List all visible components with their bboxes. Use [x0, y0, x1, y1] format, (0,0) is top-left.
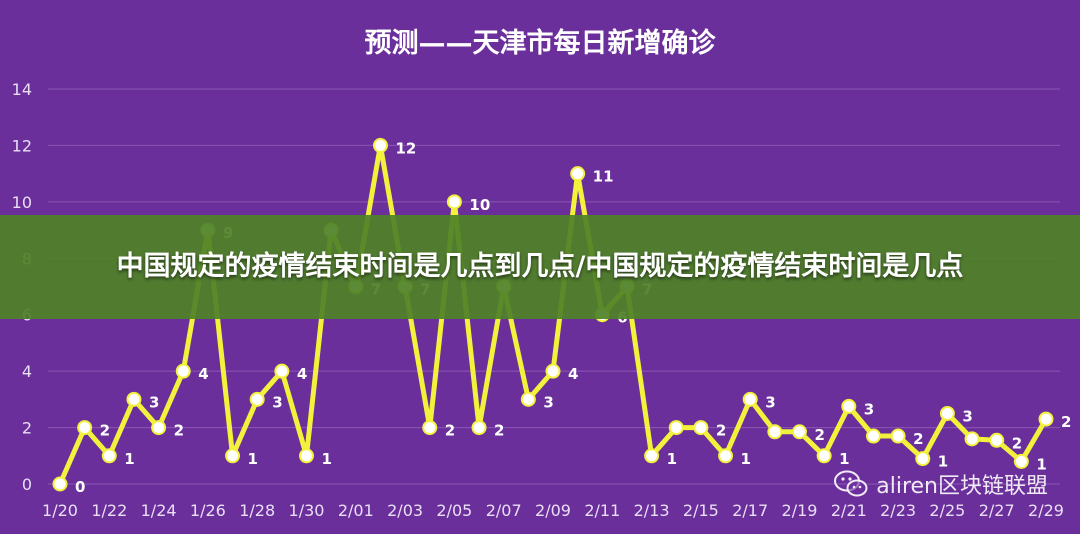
x-tick-label: 2/17	[732, 501, 768, 520]
data-label: 2	[100, 422, 110, 440]
x-tick-label: 2/09	[535, 501, 571, 520]
data-label: 3	[864, 400, 874, 418]
data-point	[939, 405, 955, 421]
data-point	[422, 420, 438, 436]
x-axis-ticks: 1/20 1/22 1/24 1/26 1/28 1/30 2/01 2/03 2/05 2/07…	[42, 501, 1064, 520]
data-label: 11	[593, 168, 614, 186]
data-point	[545, 363, 561, 379]
data-label: 4	[297, 365, 307, 383]
x-tick-label: 2/01	[338, 501, 374, 520]
x-tick-label: 2/21	[831, 501, 867, 520]
data-point	[742, 391, 758, 407]
data-point	[151, 420, 167, 436]
x-tick-label: 2/05	[436, 501, 472, 520]
data-point	[471, 420, 487, 436]
data-point	[644, 448, 660, 464]
data-point	[175, 363, 191, 379]
y-tick-label: 10	[12, 193, 32, 212]
data-point	[767, 424, 783, 440]
x-tick-label: 2/19	[782, 501, 818, 520]
data-label: 3	[272, 393, 282, 411]
data-label: 2	[913, 430, 923, 448]
data-point	[299, 448, 314, 464]
data-point	[520, 391, 536, 407]
data-point	[372, 137, 388, 153]
data-point	[249, 391, 265, 407]
data-label: 1	[124, 450, 134, 468]
watermark-text: aliren区块链联盟	[876, 474, 1048, 499]
data-label: 1	[1036, 455, 1046, 473]
data-label: 4	[198, 365, 208, 383]
y-tick-label: 12	[12, 136, 32, 155]
banner-text: 中国规定的疫情结束时间是几点到几点/中国规定的疫情结束时间是几点	[116, 251, 964, 282]
title-banner: 中国规定的疫情结束时间是几点到几点/中国规定的疫情结束时间是几点	[0, 215, 1080, 319]
data-label: 1	[322, 450, 332, 468]
data-point	[446, 194, 462, 210]
x-tick-label: 1/28	[239, 501, 275, 520]
data-point	[718, 448, 734, 464]
x-tick-label: 1/24	[141, 501, 177, 520]
y-tick-label: 2	[22, 419, 32, 438]
y-tick-label: 0	[22, 475, 32, 494]
data-label: 1	[938, 453, 948, 471]
data-point	[570, 166, 586, 182]
data-label: 2	[815, 426, 825, 444]
x-tick-label: 2/29	[1028, 501, 1064, 520]
data-point	[989, 432, 1005, 448]
x-tick-label: 2/07	[486, 501, 522, 520]
data-point	[225, 448, 241, 464]
watermark: aliren区块链联盟	[834, 468, 1048, 500]
data-label: 3	[543, 393, 553, 411]
x-tick-label: 2/27	[979, 501, 1015, 520]
y-tick-label: 14	[12, 80, 32, 99]
data-point	[915, 451, 931, 467]
data-point	[52, 476, 68, 492]
data-point	[964, 431, 980, 447]
x-tick-label: 2/11	[584, 501, 620, 520]
data-point	[668, 420, 684, 436]
data-point	[1013, 453, 1029, 469]
data-point	[126, 391, 142, 407]
x-tick-label: 1/20	[42, 501, 78, 520]
data-point	[890, 428, 906, 444]
data-label: 2	[716, 422, 726, 440]
x-tick-label: 2/13	[634, 501, 670, 520]
x-tick-label: 1/26	[190, 501, 226, 520]
data-label: 3	[765, 393, 775, 411]
data-label: 1	[667, 450, 677, 468]
data-label: 4	[568, 365, 578, 383]
data-label: 3	[149, 393, 159, 411]
data-label: 10	[469, 196, 490, 214]
data-label: 2	[1061, 413, 1071, 431]
data-label: 1	[741, 450, 751, 468]
x-tick-label: 2/15	[683, 501, 719, 520]
y-tick-label: 4	[22, 362, 32, 381]
data-label: 1	[839, 450, 849, 468]
data-point	[865, 428, 881, 444]
data-point	[792, 424, 807, 440]
data-point	[816, 448, 832, 464]
chart-title: 预测——天津市每日新增确诊	[365, 27, 717, 59]
x-tick-label: 2/03	[387, 501, 423, 520]
data-point	[1038, 411, 1054, 427]
data-label: 2	[445, 422, 455, 440]
data-point	[77, 420, 93, 436]
wechat-icon	[834, 470, 868, 498]
x-tick-label: 1/22	[91, 501, 127, 520]
data-label: 0	[75, 478, 85, 496]
data-point	[274, 363, 290, 379]
data-point	[101, 448, 117, 464]
data-point	[841, 398, 857, 414]
data-label: 12	[395, 139, 416, 157]
data-label: 2	[174, 422, 184, 440]
data-label: 1	[248, 450, 258, 468]
data-point	[693, 420, 709, 436]
x-tick-label: 1/30	[289, 501, 325, 520]
data-label: 2	[494, 422, 504, 440]
x-tick-label: 2/23	[880, 501, 916, 520]
data-label: 3	[962, 407, 972, 425]
data-label: 2	[1012, 434, 1022, 452]
x-tick-label: 2/25	[929, 501, 965, 520]
